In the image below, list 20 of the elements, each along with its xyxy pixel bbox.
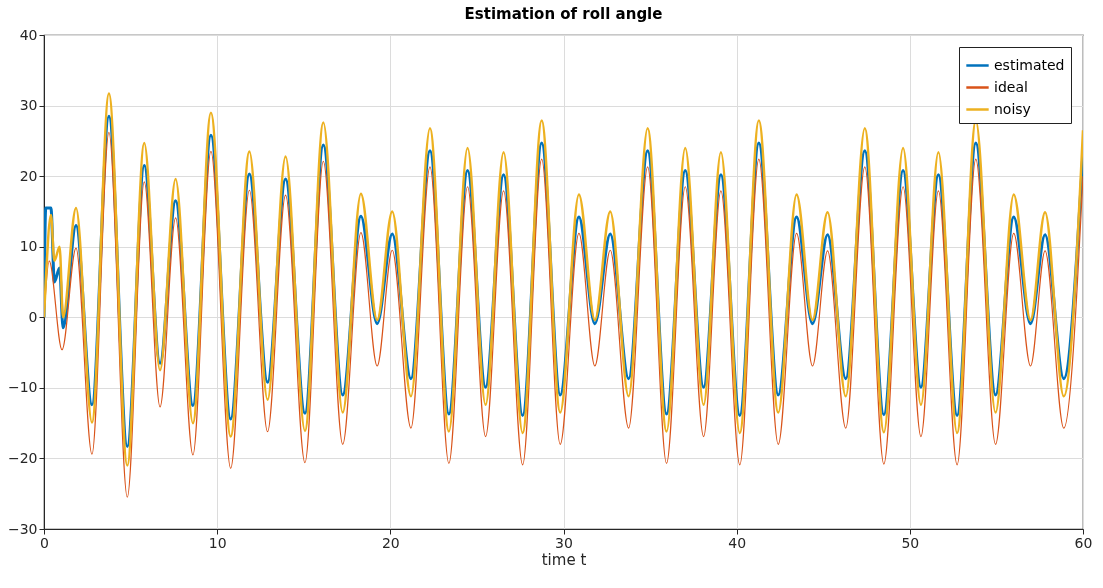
legend-label: noisy — [994, 100, 1031, 117]
y-tick-label: 10 — [19, 238, 38, 255]
x-tick-label: 40 — [728, 534, 747, 551]
x-tick-label: 30 — [555, 534, 573, 551]
x-tick-label: 20 — [381, 534, 400, 551]
y-tick-label: −10 — [7, 379, 38, 396]
x-axis-title: time t — [541, 550, 587, 569]
y-tick-label: −30 — [7, 520, 38, 537]
y-tick-label: 40 — [19, 26, 38, 43]
x-tick-label: 0 — [40, 534, 49, 551]
y-tick-label: −20 — [7, 449, 38, 466]
y-tick-label: 0 — [28, 308, 38, 325]
y-tick-label: 30 — [19, 97, 38, 114]
x-tick-label: 50 — [901, 534, 920, 551]
legend-label: ideal — [994, 78, 1028, 95]
x-tick-label: 10 — [208, 534, 227, 551]
legend-label: estimated — [994, 56, 1065, 73]
chart-title: Estimation of roll angle — [464, 5, 663, 23]
y-tick-label: 20 — [19, 167, 38, 184]
x-tick-label: 60 — [1074, 534, 1093, 551]
